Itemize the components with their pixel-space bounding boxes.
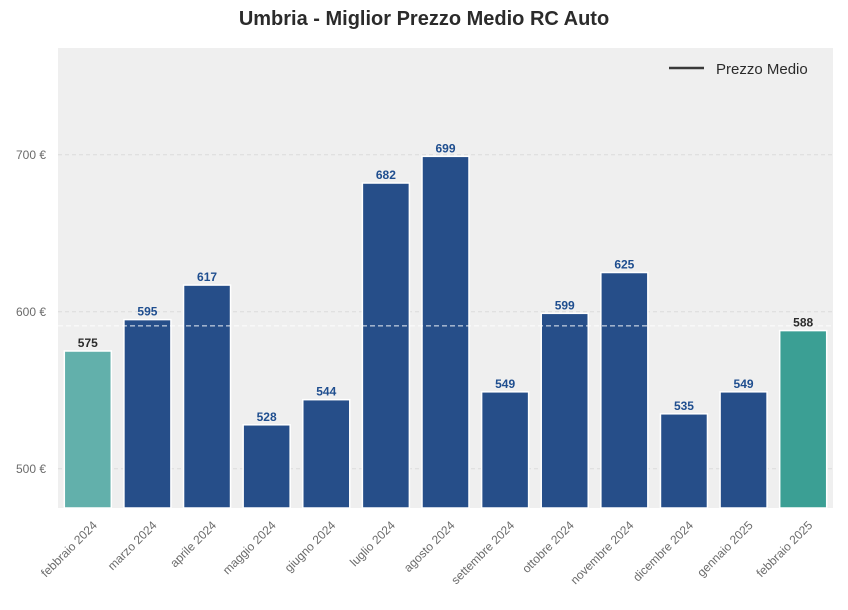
bar bbox=[421, 155, 470, 509]
bar-value-label: 549 bbox=[734, 377, 754, 391]
bar bbox=[778, 329, 828, 509]
x-tick-label: maggio 2024 bbox=[220, 518, 279, 577]
bar bbox=[719, 391, 768, 509]
bar bbox=[480, 391, 530, 509]
y-axis: 500 € 600 € 700 € bbox=[16, 148, 46, 476]
bar-value-label: 549 bbox=[495, 377, 515, 391]
y-tick-label: 700 € bbox=[16, 148, 46, 162]
x-axis: febbraio 2024 marzo 2024 aprile 2024 maggio… bbox=[38, 518, 815, 587]
x-tick-label: marzo 2024 bbox=[105, 518, 160, 573]
x-tick-label: gennaio 2025 bbox=[694, 518, 756, 580]
legend-label: Prezzo Medio bbox=[716, 61, 808, 78]
chart-title: Umbria - Miglior Prezzo Medio RC Auto bbox=[238, 8, 610, 30]
x-tick-label: aprile 2024 bbox=[167, 518, 219, 570]
y-tick-label: 600 € bbox=[16, 305, 46, 319]
bar bbox=[361, 182, 411, 509]
x-tick-label: luglio 2024 bbox=[347, 518, 398, 569]
bar-value-label: 625 bbox=[614, 258, 634, 272]
x-tick-label: febbraio 2024 bbox=[38, 518, 100, 580]
bar bbox=[63, 350, 113, 509]
x-tick-label: febbraio 2025 bbox=[754, 518, 816, 580]
bar-value-label: 595 bbox=[137, 305, 157, 319]
bar bbox=[123, 318, 172, 509]
bar-value-label: 528 bbox=[257, 410, 277, 424]
bar-value-label: 599 bbox=[555, 298, 575, 312]
x-tick-label: dicembre 2024 bbox=[630, 518, 696, 584]
bar bbox=[242, 424, 291, 509]
x-tick-label: settembre 2024 bbox=[448, 518, 517, 587]
bar-value-label: 535 bbox=[674, 399, 694, 413]
x-tick-label: agosto 2024 bbox=[401, 518, 458, 575]
bar-value-label: 588 bbox=[793, 316, 813, 330]
bar-value-label: 617 bbox=[197, 270, 217, 284]
bar bbox=[182, 284, 232, 509]
bar-value-label: 575 bbox=[78, 336, 98, 350]
bar-value-label: 699 bbox=[435, 141, 455, 155]
bar bbox=[302, 398, 351, 509]
bar-value-label: 544 bbox=[316, 385, 336, 399]
legend: Prezzo Medio bbox=[669, 61, 808, 78]
y-tick-label: 500 € bbox=[16, 462, 46, 476]
value-labels: 575 595 617 528 544 682 699 549 599 625 535 549 588 bbox=[78, 141, 814, 423]
x-tick-label: novembre 2024 bbox=[568, 518, 637, 587]
bar bbox=[540, 312, 589, 509]
bar bbox=[659, 413, 709, 509]
bar bbox=[600, 271, 649, 509]
x-tick-label: giugno 2024 bbox=[282, 518, 339, 575]
bar-value-label: 682 bbox=[376, 168, 396, 182]
bars bbox=[63, 155, 828, 509]
x-tick-label: ottobre 2024 bbox=[519, 518, 577, 576]
